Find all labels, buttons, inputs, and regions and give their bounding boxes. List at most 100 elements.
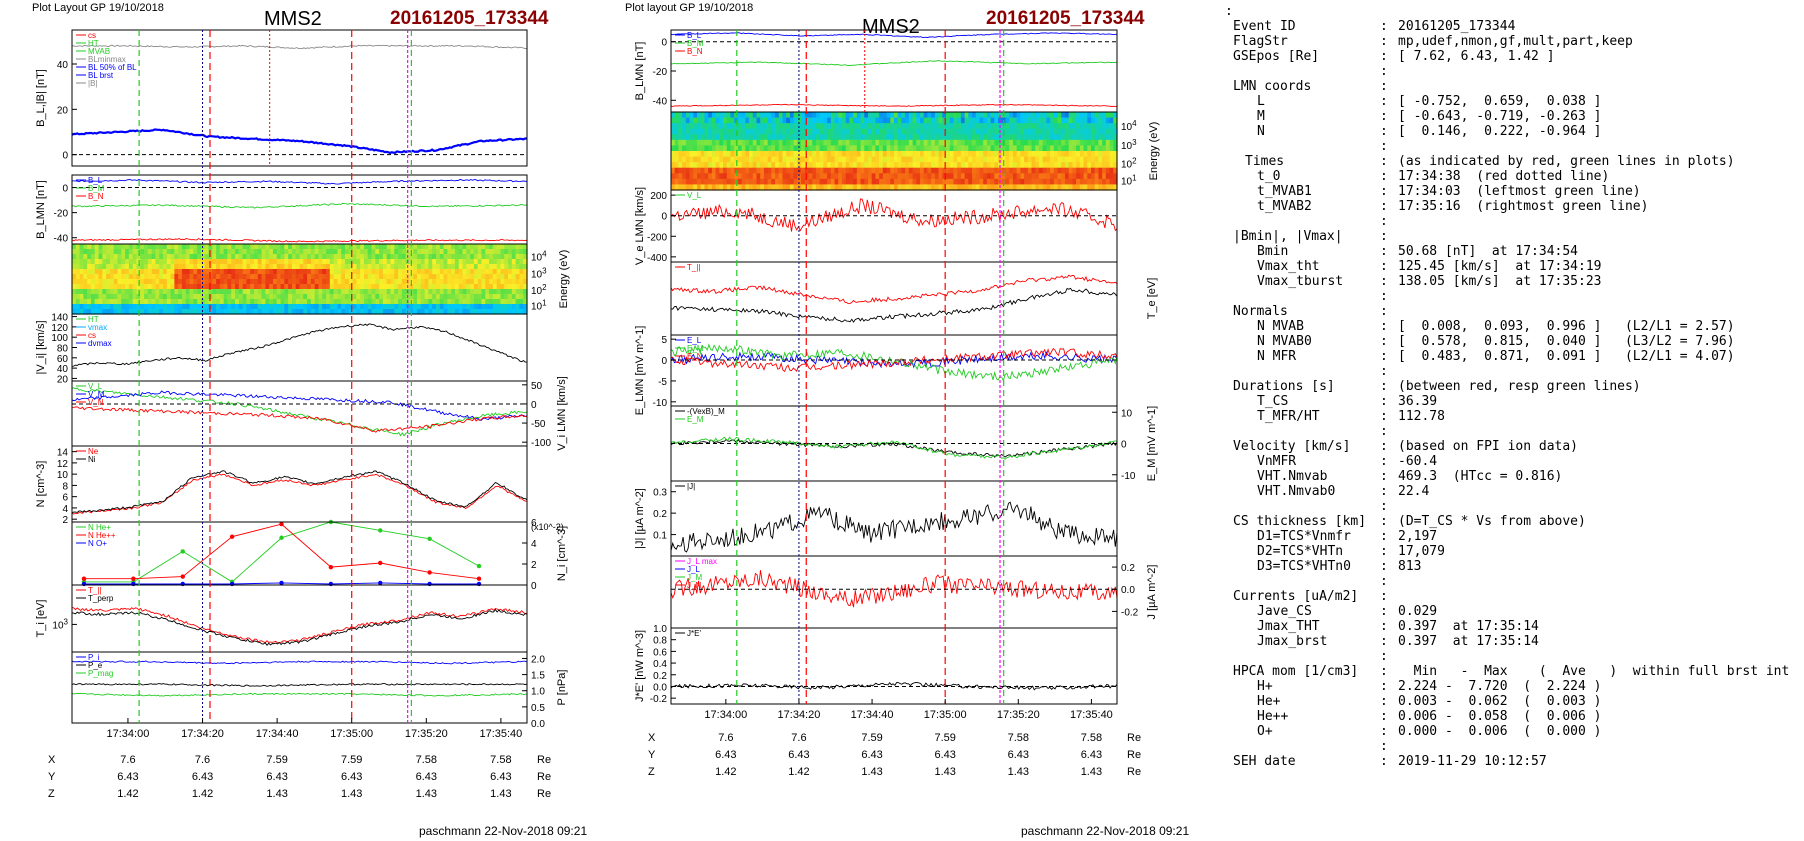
spectrogram-cell xyxy=(719,128,724,135)
spectrogram-cell xyxy=(771,134,776,141)
spectrogram-cell xyxy=(934,128,940,135)
spectrogram-cell xyxy=(322,284,327,290)
spectrogram-cell xyxy=(436,269,441,275)
spectrogram-cell xyxy=(719,151,724,158)
spectrogram-cell xyxy=(83,309,88,315)
spectrogram-cell xyxy=(246,244,251,250)
spectrogram-cell xyxy=(1009,162,1014,169)
spectrogram-cell xyxy=(808,112,813,119)
y-tick-label: 50 xyxy=(531,381,543,392)
spectrogram-cell xyxy=(72,249,77,255)
spectrogram-cell xyxy=(1109,151,1114,158)
spectrogram-cell xyxy=(938,134,943,141)
spectrogram-cell xyxy=(519,304,524,310)
info-separator: : xyxy=(1380,214,1388,229)
spectrogram-cell xyxy=(689,162,694,169)
spectrogram-cell xyxy=(170,284,175,290)
spectrogram-cell xyxy=(860,184,865,191)
spectrogram-cell xyxy=(986,151,992,158)
spectrogram-cell xyxy=(920,151,925,158)
spectrogram-cell xyxy=(117,259,122,265)
spectrogram-cell xyxy=(760,173,765,180)
spectrogram-cell xyxy=(363,294,369,300)
spectrogram-cell xyxy=(697,128,702,135)
spectrogram-cell xyxy=(75,284,81,290)
spectrogram-cell xyxy=(367,249,373,255)
spectrogram-cell xyxy=(1072,145,1077,152)
spectrogram-cell xyxy=(337,249,342,255)
y-tick-label: 0 xyxy=(531,581,537,592)
time-axis: 17:34:00 17:34:20 17:34:40 17:35:00 17:35:20… xyxy=(704,699,1113,721)
x-tick-label: 17:34:00 xyxy=(704,709,747,721)
spectrogram-cell xyxy=(163,264,168,270)
spectrogram-cell xyxy=(90,254,96,260)
spectrogram-cell xyxy=(1024,112,1029,119)
spectrogram-cell xyxy=(208,289,213,295)
spectrogram-cell xyxy=(140,264,145,270)
spectrogram-cell xyxy=(1061,178,1066,186)
spectrogram-cell xyxy=(79,294,84,300)
legend-label: E_L xyxy=(687,336,702,345)
spectrogram-cell xyxy=(1102,112,1107,119)
spectrogram-cell xyxy=(726,151,732,158)
spectrogram-cell xyxy=(254,269,259,275)
spectrogram-cell xyxy=(1031,178,1036,186)
spectrogram-cell xyxy=(860,162,865,169)
spectrogram-cell xyxy=(128,279,134,285)
spectrogram-cell xyxy=(879,151,884,158)
spectrogram-cell xyxy=(439,294,445,300)
spectrogram-cell xyxy=(879,117,884,124)
spectrogram-cell xyxy=(841,151,847,158)
spectrogram-cell xyxy=(912,134,917,141)
spectrogram-cell xyxy=(905,167,910,174)
position-value: 6.43 xyxy=(490,771,511,783)
spectrogram-cell xyxy=(1064,117,1070,124)
spectrogram-cell xyxy=(682,139,687,147)
info-separator: : xyxy=(1380,334,1388,349)
spectrogram-cell xyxy=(756,167,761,174)
spectrogram-cell xyxy=(382,289,388,295)
spectrogram-cell xyxy=(1105,167,1111,174)
spectrogram-cell xyxy=(1105,162,1111,169)
spectrogram-cell xyxy=(953,145,958,152)
spectrogram-cell xyxy=(938,162,943,169)
spectrogram-cell xyxy=(303,299,308,305)
spectrogram-cell xyxy=(856,134,862,141)
series-line xyxy=(71,128,527,155)
spectrogram-cell xyxy=(886,184,891,191)
spectrogram-cell xyxy=(106,269,111,275)
spectrogram-cell xyxy=(72,264,77,270)
info-row: D3=TCS*VHTn0:813 xyxy=(1225,559,1789,574)
spectrogram-cell xyxy=(109,254,115,260)
spectrogram-cell xyxy=(307,274,312,280)
spectrogram-cell xyxy=(363,289,369,295)
spectrogram-cell xyxy=(823,145,828,152)
spectrogram-cell xyxy=(314,309,320,315)
spectrogram-cell xyxy=(890,173,895,180)
spectrogram-cell xyxy=(345,259,350,265)
spectrogram-cell xyxy=(1057,173,1062,180)
spectrogram-cell xyxy=(674,145,680,152)
spectrogram-cell xyxy=(379,254,384,260)
spectrogram-cell xyxy=(102,244,107,250)
spectrogram-cell xyxy=(447,254,452,260)
spectrogram-cell xyxy=(295,299,301,305)
spectrogram-cell xyxy=(508,304,513,310)
spectrogram-cell xyxy=(72,304,77,310)
spectrogram-cell xyxy=(1012,139,1018,147)
spectrogram-cell xyxy=(390,304,395,310)
y-tick-label: 0.0 xyxy=(1121,585,1135,596)
spectrogram-cell xyxy=(812,145,817,152)
spectrogram-cell xyxy=(886,128,891,135)
spectrogram-cell xyxy=(864,173,869,180)
spectrogram-cell xyxy=(901,123,906,130)
spectrogram-cell xyxy=(723,162,728,169)
spectrogram-cell xyxy=(1087,173,1092,180)
spectrogram-cell xyxy=(830,128,836,135)
spectrogram-cell xyxy=(949,117,955,124)
spectrogram-cell xyxy=(797,162,802,169)
spectrogram-cell xyxy=(1113,151,1118,158)
spectrogram-cell xyxy=(322,254,327,260)
spectrogram-cell xyxy=(741,184,746,191)
